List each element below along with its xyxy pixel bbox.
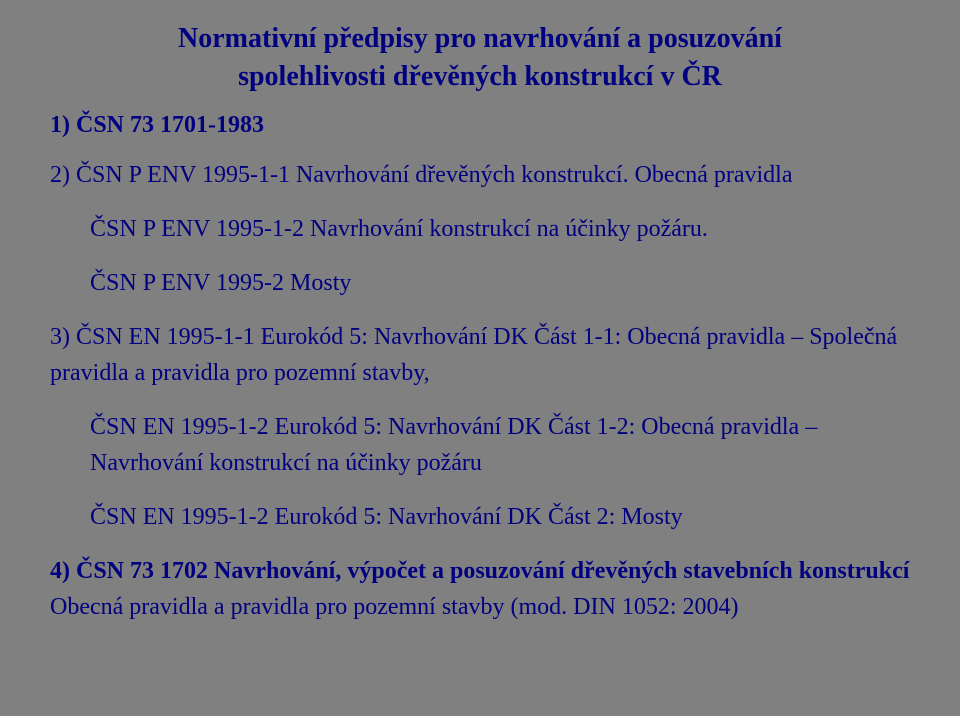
slide: Normativní předpisy pro navrhování a pos… bbox=[0, 0, 960, 716]
list-item-1: 1) ČSN 73 1701-1983 bbox=[50, 112, 910, 139]
list-item-4: 4) ČSN 73 1702 Navrhování, výpočet a pos… bbox=[50, 553, 910, 625]
list-item-4-rest: Obecná pravidla a pravidla pro pozemní s… bbox=[50, 594, 738, 620]
body-text: 2) ČSN P ENV 1995-1-1 Navrhování dřevěný… bbox=[50, 157, 910, 625]
list-item-3: 3) ČSN EN 1995-1-1 Eurokód 5: Navrhování… bbox=[50, 319, 910, 391]
slide-title: Normativní předpisy pro navrhování a pos… bbox=[50, 20, 910, 96]
list-item-4-bold: 4) ČSN 73 1702 Navrhování, výpočet a pos… bbox=[50, 558, 909, 584]
list-item-2: 2) ČSN P ENV 1995-1-1 Navrhování dřevěný… bbox=[50, 157, 910, 193]
title-line-1: Normativní předpisy pro navrhování a pos… bbox=[50, 20, 910, 58]
list-item-3-sub-1: ČSN EN 1995-1-2 Eurokód 5: Navrhování DK… bbox=[50, 409, 910, 481]
title-line-2: spolehlivosti dřevěných konstrukcí v ČR bbox=[50, 58, 910, 96]
list-item-3-sub-2: ČSN EN 1995-1-2 Eurokód 5: Navrhování DK… bbox=[50, 499, 910, 535]
list-item-2-sub-1: ČSN P ENV 1995-1-2 Navrhování konstrukcí… bbox=[50, 211, 910, 247]
list-item-2-sub-2: ČSN P ENV 1995-2 Mosty bbox=[50, 265, 910, 301]
